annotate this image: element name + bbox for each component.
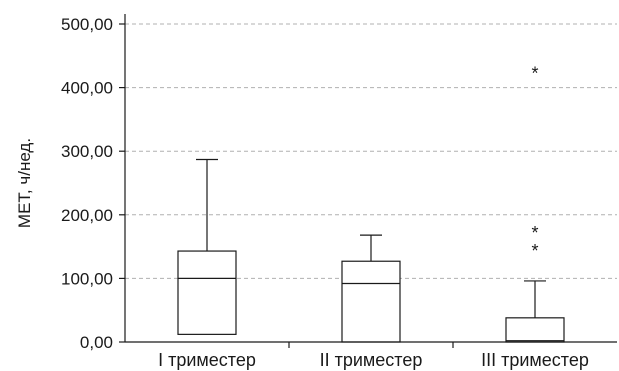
- x-tick-labels: I триместер II триместер III триместер: [158, 350, 589, 370]
- outlier-marker: *: [531, 63, 538, 83]
- y-tick-label: 500,00: [61, 15, 113, 34]
- x-category-label: II триместер: [320, 350, 423, 370]
- box-group: ***: [505, 63, 565, 343]
- y-tick-labels: 0,00 100,00 200,00 300,00 400,00 500,00: [61, 15, 113, 352]
- x-category-label: I триместер: [158, 350, 256, 370]
- box-iqr: [505, 317, 565, 343]
- outlier-marker: *: [531, 223, 538, 243]
- box-iqr: [341, 260, 401, 343]
- y-axis-title: МЕТ, ч/нед.: [15, 138, 34, 228]
- y-tick-label: 200,00: [61, 206, 113, 225]
- y-tick-label: 100,00: [61, 269, 113, 288]
- boxes: ***: [177, 63, 565, 343]
- y-tick-label: 300,00: [61, 142, 113, 161]
- box-group: [177, 158, 237, 335]
- y-tick-label: 400,00: [61, 79, 113, 98]
- box-group: [341, 234, 401, 343]
- outlier-marker: *: [531, 241, 538, 261]
- y-tick-label: 0,00: [80, 333, 113, 352]
- axes: [119, 14, 617, 348]
- x-category-label: III триместер: [481, 350, 589, 370]
- box-iqr: [177, 250, 237, 335]
